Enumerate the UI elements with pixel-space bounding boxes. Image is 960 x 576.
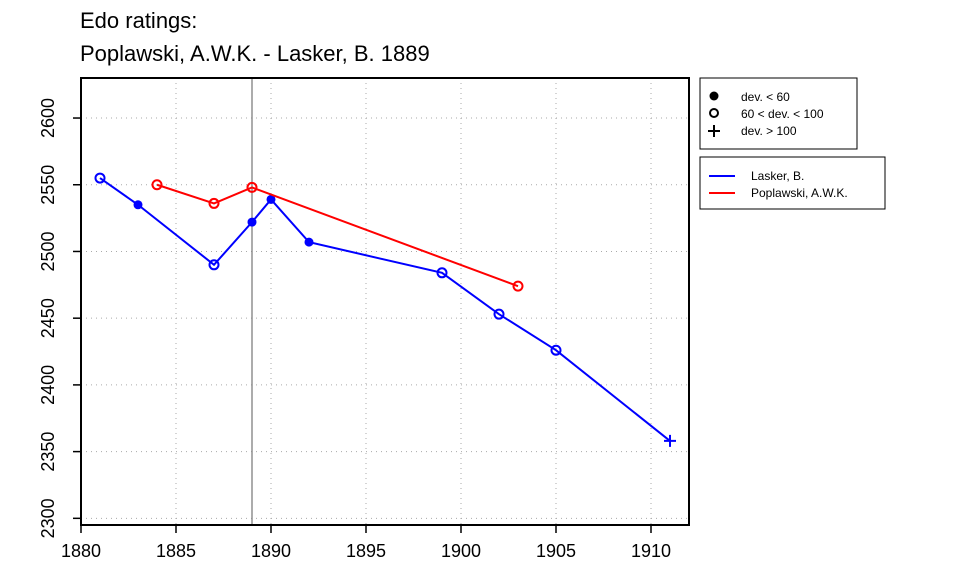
data-point-lasker-b-1905 bbox=[550, 344, 562, 356]
data-point-lasker-b-1890 bbox=[266, 194, 276, 204]
data-point-lasker-b-1883 bbox=[133, 200, 143, 210]
y-tick-label-2600: 2600 bbox=[38, 98, 58, 138]
plus-marker-icon bbox=[708, 125, 720, 137]
axes: 1880 1885 1890 1895 1900 1905 1910 2300 2350 2400… bbox=[38, 98, 671, 561]
series-lasker-b bbox=[94, 172, 676, 447]
y-tick-label-2300: 2300 bbox=[38, 498, 58, 538]
data-point-lasker-b-1881 bbox=[94, 172, 106, 184]
y-tick-label-2450: 2450 bbox=[38, 298, 58, 338]
x-tick-label-1885: 1885 bbox=[156, 541, 196, 561]
series-layer bbox=[94, 172, 676, 447]
series-poplawski-a-w-k bbox=[151, 179, 524, 292]
series-legend: Lasker, B. Poplawski, A.W.K. bbox=[699, 156, 886, 210]
data-point-lasker-b-1892 bbox=[304, 237, 314, 247]
x-tick-label-1900: 1900 bbox=[441, 541, 481, 561]
data-point-lasker-b-1902 bbox=[493, 308, 505, 320]
series-line-poplawski-a-w-k bbox=[156, 183, 519, 288]
data-point-lasker-b-1887 bbox=[208, 259, 220, 271]
data-point-poplawski-a-w-k-1889 bbox=[246, 181, 258, 193]
marker-legend-label-high-dev: dev. > 100 bbox=[741, 124, 797, 138]
x-tick-label-1895: 1895 bbox=[346, 541, 386, 561]
legend-label-poplawski: Poplawski, A.W.K. bbox=[751, 186, 848, 200]
data-point-poplawski-a-w-k-1903 bbox=[512, 280, 524, 292]
series-legend-box bbox=[699, 156, 886, 210]
data-point-lasker-b-1889 bbox=[247, 217, 257, 227]
data-point-lasker-b-1899 bbox=[436, 267, 448, 279]
x-tick-label-1880: 1880 bbox=[61, 541, 101, 561]
open-circle-marker-icon bbox=[709, 108, 719, 118]
x-tick-label-1905: 1905 bbox=[536, 541, 576, 561]
legend-label-lasker: Lasker, B. bbox=[751, 169, 804, 183]
marker-legend-box bbox=[699, 77, 858, 150]
y-tick-label-2400: 2400 bbox=[38, 365, 58, 405]
filled-circle-marker-icon bbox=[709, 91, 719, 101]
marker-legend: dev. < 60 60 < dev. < 100 dev. > 100 bbox=[699, 77, 858, 150]
marker-legend-label-low-dev: dev. < 60 bbox=[741, 90, 790, 104]
series-line-lasker-b bbox=[99, 177, 671, 442]
y-tick-label-2350: 2350 bbox=[38, 432, 58, 472]
data-point-lasker-b-1911 bbox=[664, 434, 676, 447]
data-point-poplawski-a-w-k-1887 bbox=[208, 197, 220, 209]
data-point-poplawski-a-w-k-1884 bbox=[151, 179, 163, 191]
marker-legend-label-mid-dev: 60 < dev. < 100 bbox=[741, 107, 824, 121]
y-tick-label-2550: 2550 bbox=[38, 165, 58, 205]
plot-frame bbox=[80, 77, 690, 526]
x-tick-label-1890: 1890 bbox=[251, 541, 291, 561]
grid bbox=[80, 78, 689, 525]
chart-title-line-2: Poplawski, A.W.K. - Lasker, B. 1889 bbox=[80, 41, 430, 66]
y-tick-label-2500: 2500 bbox=[38, 231, 58, 271]
chart-title-line-1: Edo ratings: bbox=[80, 8, 197, 33]
x-tick-label-1910: 1910 bbox=[631, 541, 671, 561]
